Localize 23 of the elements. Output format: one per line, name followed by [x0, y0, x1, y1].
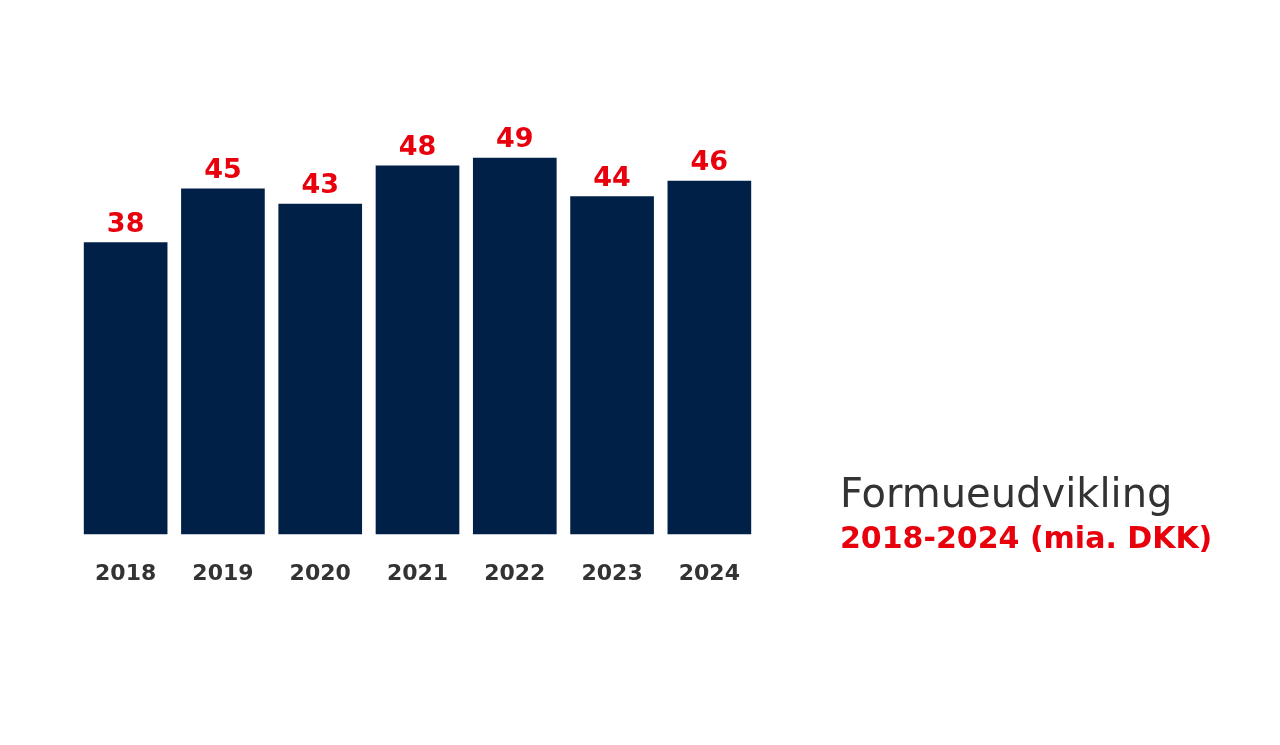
x-tick-label: 2019	[192, 559, 254, 585]
bar	[375, 165, 460, 535]
data-label: 46	[690, 145, 729, 177]
text: 2018-2024 (mia. DKK)	[840, 519, 1213, 557]
data-label: 38	[106, 206, 145, 238]
x-tick-label: 2022	[484, 559, 546, 585]
x-tick-label: 2018	[95, 559, 157, 585]
bar	[181, 188, 265, 535]
bar	[83, 242, 168, 535]
data-label: 49	[496, 122, 534, 154]
x-tick-label: 2024	[678, 559, 740, 585]
bar	[278, 203, 363, 535]
bar	[472, 157, 557, 535]
bar	[667, 180, 752, 535]
data-label: 48	[398, 129, 437, 161]
x-tick-label: 2023	[581, 559, 643, 585]
text: Formueudvikling	[840, 469, 1174, 518]
data-label: 45	[204, 152, 242, 184]
bar	[570, 196, 654, 535]
x-tick-label: 2020	[289, 559, 351, 585]
data-label: 43	[301, 168, 339, 200]
data-label: 44	[593, 160, 631, 192]
x-tick-label: 2021	[386, 559, 449, 585]
